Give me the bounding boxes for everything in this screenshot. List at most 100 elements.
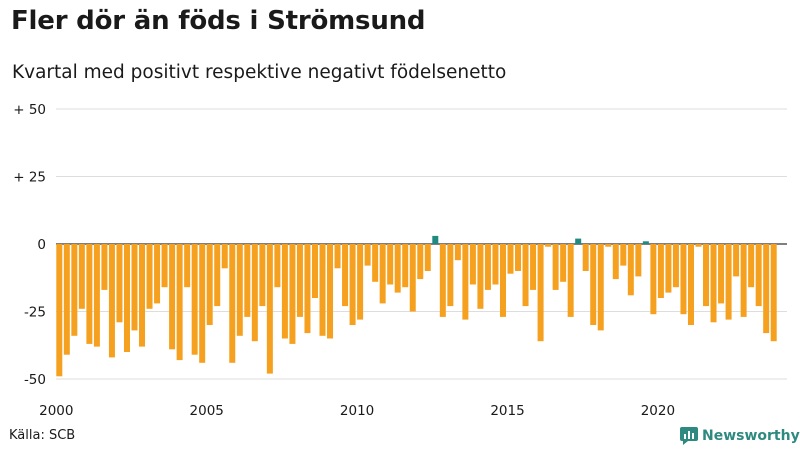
source-label: Källa: SCB [9,428,76,443]
bar [582,244,589,271]
bar [680,244,687,315]
bar [244,244,251,317]
bar [695,244,702,247]
bar [184,244,191,288]
bar [176,244,183,361]
bar [462,244,469,320]
bar [63,244,70,355]
bar [590,244,597,325]
bar [139,244,146,347]
bar [71,244,78,336]
bar [703,244,710,307]
bar [560,244,567,282]
bar [770,244,777,342]
chart-title: Fler dör än föds i Strömsund [11,6,426,36]
bar [447,244,454,307]
bar [718,244,725,304]
bar [116,244,123,323]
bar [545,244,552,247]
bar [161,244,168,288]
x-tick-label: 2010 [340,403,374,419]
bar [342,244,349,307]
newsworthy-logo[interactable]: Newsworthy [680,427,800,445]
bar [650,244,657,315]
y-tick-label: 0 [37,237,46,253]
bar-chart-icon [680,427,698,445]
y-tick-label: -50 [24,372,46,388]
chart-subtitle: Kvartal med positivt respektive negativt… [12,62,507,83]
bar [439,244,446,317]
bar [236,244,243,336]
x-tick-label: 2005 [190,403,224,419]
bar [372,244,379,282]
bar [334,244,341,269]
bar [725,244,732,320]
bar [605,244,612,247]
y-tick-label: + 25 [13,170,46,186]
bar [304,244,311,334]
x-tick-label: 2015 [490,403,524,419]
bar [424,244,431,271]
bar [507,244,514,274]
x-tick-label: 2020 [641,403,675,419]
bar [552,244,559,290]
bar [146,244,153,309]
bar [537,244,544,342]
bar [214,244,221,307]
bar [755,244,762,307]
bar [665,244,672,293]
bar [499,244,506,317]
bar [522,244,529,307]
bar [387,244,394,285]
bar [349,244,356,325]
brand-name: Newsworthy [702,428,800,444]
bar [229,244,236,363]
bar [635,244,642,277]
bar [687,244,694,325]
bar [379,244,386,304]
bar [123,244,130,352]
bar [327,244,334,339]
bar [199,244,206,363]
bar [296,244,303,317]
bar [492,244,499,285]
bar [575,238,582,244]
bar [477,244,484,309]
bar [169,244,176,350]
bar [251,244,258,342]
bar [281,244,288,339]
bar [311,244,318,298]
bar [454,244,461,261]
bar [612,244,619,280]
bar [484,244,491,290]
bar [409,244,416,312]
bar [620,244,627,266]
bar [319,244,326,336]
bar [402,244,409,288]
bar [108,244,115,358]
bar [78,244,85,309]
bar-chart: + 50 + 25 0 -25 -50 2000 2005 2010 2015 2020 [13,102,787,419]
bar [206,244,213,325]
bar [710,244,717,323]
bar [221,244,228,269]
bar [672,244,679,288]
bar [131,244,138,331]
bar [597,244,604,331]
bar [266,244,273,374]
y-tick-label: -25 [24,305,46,321]
bar [567,244,574,317]
bar [515,244,522,271]
bar [191,244,198,355]
bar [394,244,401,293]
bar [56,244,63,377]
y-tick-label: + 50 [13,102,46,118]
bar [101,244,108,290]
bar [733,244,740,277]
bar [740,244,747,317]
bar [86,244,93,344]
bar [259,244,266,307]
bar [530,244,537,290]
bar [274,244,281,288]
bar [748,244,755,288]
